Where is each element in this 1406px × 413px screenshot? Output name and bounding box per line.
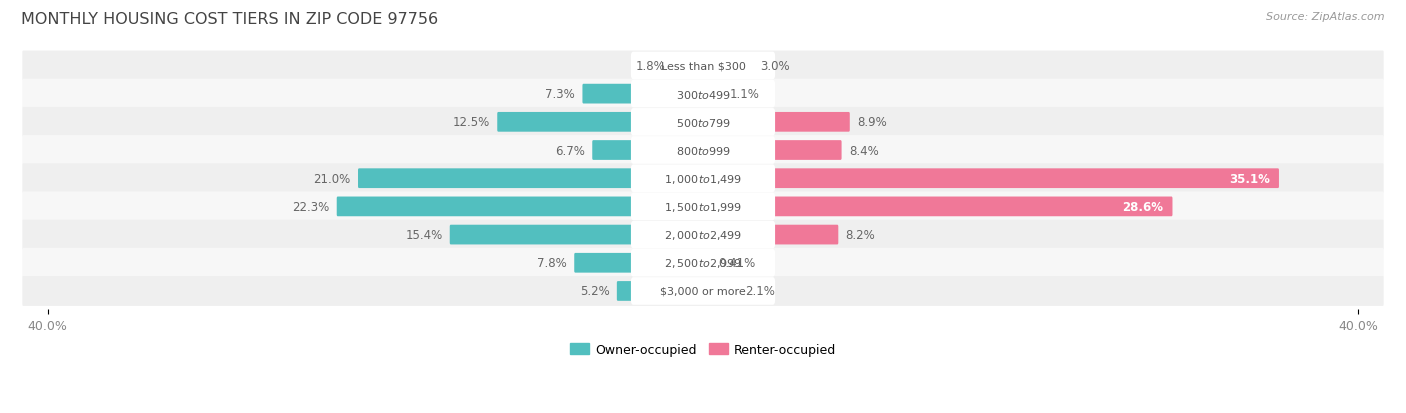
FancyBboxPatch shape	[336, 197, 704, 217]
FancyBboxPatch shape	[592, 141, 704, 161]
FancyBboxPatch shape	[450, 225, 704, 245]
Text: 1.1%: 1.1%	[730, 88, 759, 101]
FancyBboxPatch shape	[702, 169, 1279, 189]
Text: 35.1%: 35.1%	[1229, 172, 1270, 185]
FancyBboxPatch shape	[631, 278, 775, 305]
Text: 12.5%: 12.5%	[453, 116, 491, 129]
FancyBboxPatch shape	[631, 137, 775, 164]
Text: 0.41%: 0.41%	[718, 256, 755, 270]
Text: 8.2%: 8.2%	[845, 228, 876, 242]
FancyBboxPatch shape	[617, 281, 704, 301]
Text: $2,500 to $2,999: $2,500 to $2,999	[664, 256, 742, 270]
Text: $500 to $799: $500 to $799	[675, 116, 731, 128]
FancyBboxPatch shape	[702, 225, 838, 245]
FancyBboxPatch shape	[359, 169, 704, 189]
Text: 2.1%: 2.1%	[745, 285, 776, 298]
Text: 8.4%: 8.4%	[849, 144, 879, 157]
FancyBboxPatch shape	[631, 193, 775, 221]
Text: MONTHLY HOUSING COST TIERS IN ZIP CODE 97756: MONTHLY HOUSING COST TIERS IN ZIP CODE 9…	[21, 12, 439, 27]
FancyBboxPatch shape	[631, 109, 775, 136]
Text: $2,000 to $2,499: $2,000 to $2,499	[664, 228, 742, 242]
FancyBboxPatch shape	[22, 192, 1384, 222]
Text: $3,000 or more: $3,000 or more	[661, 286, 745, 296]
Text: 15.4%: 15.4%	[405, 228, 443, 242]
FancyBboxPatch shape	[631, 52, 775, 80]
FancyBboxPatch shape	[582, 85, 704, 104]
Text: $800 to $999: $800 to $999	[675, 145, 731, 157]
FancyBboxPatch shape	[702, 197, 1173, 217]
FancyBboxPatch shape	[498, 113, 704, 133]
FancyBboxPatch shape	[22, 108, 1384, 138]
Text: $1,500 to $1,999: $1,500 to $1,999	[664, 200, 742, 214]
FancyBboxPatch shape	[672, 57, 704, 76]
Text: 3.0%: 3.0%	[761, 60, 790, 73]
Text: 7.8%: 7.8%	[537, 256, 567, 270]
FancyBboxPatch shape	[702, 57, 754, 76]
FancyBboxPatch shape	[22, 248, 1384, 278]
FancyBboxPatch shape	[631, 165, 775, 192]
Text: 8.9%: 8.9%	[858, 116, 887, 129]
Text: $300 to $499: $300 to $499	[675, 88, 731, 100]
FancyBboxPatch shape	[22, 164, 1384, 194]
FancyBboxPatch shape	[22, 51, 1384, 81]
FancyBboxPatch shape	[22, 136, 1384, 166]
Text: 6.7%: 6.7%	[555, 144, 585, 157]
FancyBboxPatch shape	[702, 113, 849, 133]
Text: $1,000 to $1,499: $1,000 to $1,499	[664, 172, 742, 185]
Text: 5.2%: 5.2%	[579, 285, 610, 298]
Text: 28.6%: 28.6%	[1122, 200, 1163, 214]
Text: 1.8%: 1.8%	[636, 60, 665, 73]
Text: Less than $300: Less than $300	[661, 61, 745, 71]
FancyBboxPatch shape	[702, 281, 738, 301]
Legend: Owner-occupied, Renter-occupied: Owner-occupied, Renter-occupied	[565, 338, 841, 361]
FancyBboxPatch shape	[702, 85, 723, 104]
FancyBboxPatch shape	[22, 276, 1384, 306]
Text: 7.3%: 7.3%	[546, 88, 575, 101]
Text: 22.3%: 22.3%	[292, 200, 329, 214]
FancyBboxPatch shape	[574, 253, 704, 273]
FancyBboxPatch shape	[702, 253, 710, 273]
FancyBboxPatch shape	[631, 249, 775, 277]
FancyBboxPatch shape	[631, 221, 775, 249]
Text: Source: ZipAtlas.com: Source: ZipAtlas.com	[1267, 12, 1385, 22]
FancyBboxPatch shape	[22, 220, 1384, 250]
FancyBboxPatch shape	[631, 81, 775, 108]
FancyBboxPatch shape	[702, 141, 842, 161]
FancyBboxPatch shape	[22, 79, 1384, 109]
Text: 21.0%: 21.0%	[314, 172, 352, 185]
